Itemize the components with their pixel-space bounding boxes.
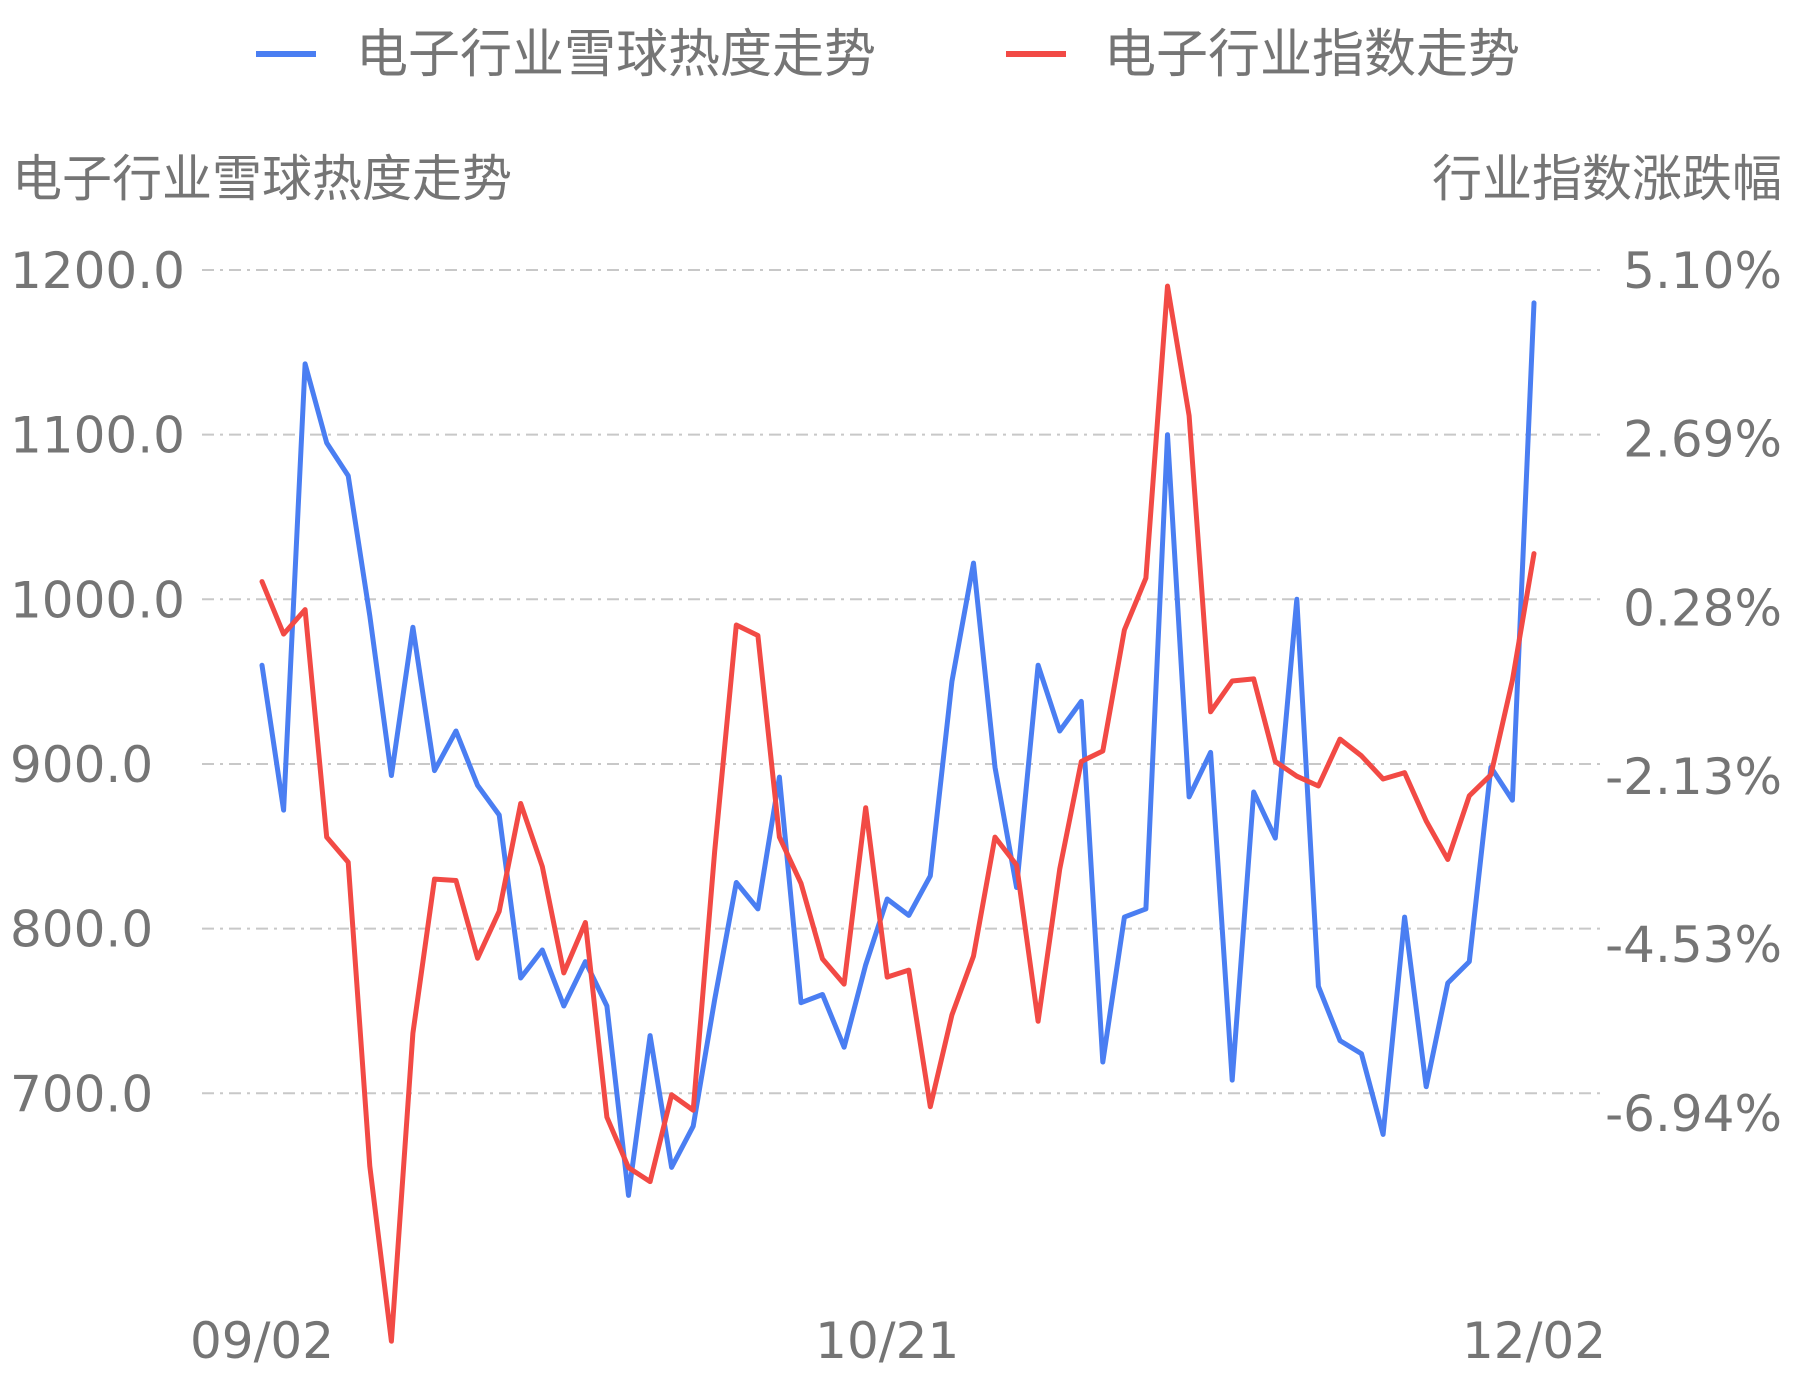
y-right-tick-label: 2.69% bbox=[1623, 411, 1782, 469]
y-right-tick-label: 5.10% bbox=[1623, 242, 1782, 300]
y-axis-left-title: 电子行业雪球热度走势 bbox=[12, 150, 512, 208]
y-right-tick-label: -6.94% bbox=[1605, 1085, 1782, 1143]
y-left-tick-label: 900.0 bbox=[10, 736, 153, 794]
y-right-tick-label: -4.53% bbox=[1605, 916, 1782, 974]
y-axis-left-ticks: 1200.0 1100.0 1000.0 900.0 800.0 700.0 bbox=[10, 242, 185, 1123]
x-axis-ticks: 09/02 10/21 12/02 bbox=[190, 1312, 1606, 1370]
legend-label-index: 电子行业指数走势 bbox=[1104, 25, 1520, 85]
y-left-tick-label: 1200.0 bbox=[10, 242, 185, 300]
x-tick-label: 10/21 bbox=[815, 1312, 959, 1370]
x-tick-label: 09/02 bbox=[190, 1312, 334, 1370]
series-line-heat bbox=[259, 300, 1537, 1198]
gridlines bbox=[202, 269, 1600, 1095]
legend-item-index[interactable]: 电子行业指数走势 bbox=[1006, 25, 1520, 85]
series-lines bbox=[259, 283, 1537, 1344]
y-left-tick-label: 1000.0 bbox=[10, 571, 185, 629]
legend: 电子行业雪球热度走势 电子行业指数走势 bbox=[256, 25, 1520, 85]
series-line-index bbox=[259, 283, 1537, 1344]
y-axis-right-title: 行业指数涨跌幅 bbox=[1432, 150, 1782, 208]
legend-label-heat: 电子行业雪球热度走势 bbox=[356, 25, 876, 85]
legend-item-heat[interactable]: 电子行业雪球热度走势 bbox=[256, 25, 876, 85]
y-right-tick-label: 0.28% bbox=[1623, 579, 1782, 637]
y-left-tick-label: 700.0 bbox=[10, 1065, 153, 1123]
x-tick-label: 12/02 bbox=[1462, 1312, 1606, 1370]
y-right-tick-label: -2.13% bbox=[1605, 748, 1782, 806]
y-left-tick-label: 1100.0 bbox=[10, 407, 185, 465]
y-left-tick-label: 800.0 bbox=[10, 901, 153, 959]
y-axis-right-ticks: 5.10% 2.69% 0.28% -2.13% -4.53% -6.94% bbox=[1605, 242, 1782, 1143]
